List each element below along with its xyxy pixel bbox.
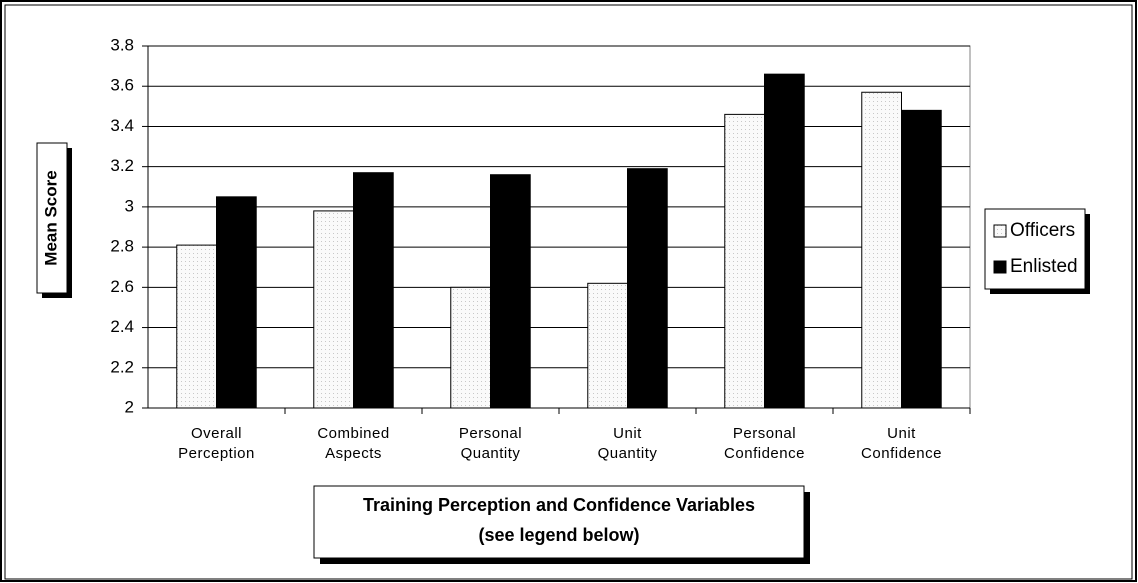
y-tick-label: 2.8 — [110, 237, 134, 256]
x-tick-label: Unit — [887, 425, 916, 442]
x-label-box: Training Perception and Confidence Varia… — [313, 485, 810, 564]
legend-label: Enlisted — [1010, 256, 1078, 277]
x-tick-label: Overall — [191, 425, 242, 442]
frame-inner — [4, 4, 1133, 580]
x-tick-label: Personal — [459, 425, 522, 442]
legend-swatch — [993, 260, 1007, 274]
bar — [901, 109, 942, 409]
y-tick-label: 2.4 — [110, 317, 134, 336]
y-tick-label: 2.6 — [110, 277, 134, 296]
legend-swatch — [993, 224, 1007, 238]
bar — [627, 168, 668, 409]
y-label-box: Mean Score — [36, 142, 72, 298]
plot-area — [147, 45, 971, 409]
x-axis-label: (see legend below) — [478, 525, 639, 545]
x-tick-label: Confidence — [724, 445, 805, 462]
y-tick-label: 3.6 — [110, 76, 134, 95]
y-tick-label: 3.4 — [110, 116, 134, 135]
x-tick-label: Quantity — [461, 445, 521, 462]
y-tick-label: 3.8 — [110, 35, 134, 54]
x-tick-label: Combined — [317, 425, 389, 442]
x-tick-label: Personal — [733, 425, 796, 442]
bar — [861, 91, 903, 409]
x-tick-label: Quantity — [598, 445, 658, 462]
x-tick-label: Confidence — [861, 445, 942, 462]
y-tick-label: 3.2 — [110, 156, 134, 175]
x-tick-label: Perception — [178, 445, 255, 462]
y-tick-label: 2 — [125, 397, 134, 416]
bar — [490, 174, 531, 409]
bar — [353, 172, 394, 409]
y-axis-label: Mean Score — [41, 170, 60, 265]
legend — [984, 208, 1090, 294]
bar — [216, 196, 257, 409]
y-tick-label: 3 — [125, 196, 134, 215]
bar — [313, 210, 354, 409]
y-tick-label: 2.2 — [110, 357, 134, 376]
bar — [764, 73, 805, 409]
bar — [450, 286, 491, 409]
bar — [176, 244, 218, 409]
x-axis-label: Training Perception and Confidence Varia… — [363, 495, 755, 515]
bar — [587, 282, 629, 409]
x-tick-label: Aspects — [325, 445, 382, 462]
legend-label: Officers — [1010, 220, 1075, 241]
bar — [724, 113, 766, 409]
x-tick-label: Unit — [613, 425, 642, 442]
